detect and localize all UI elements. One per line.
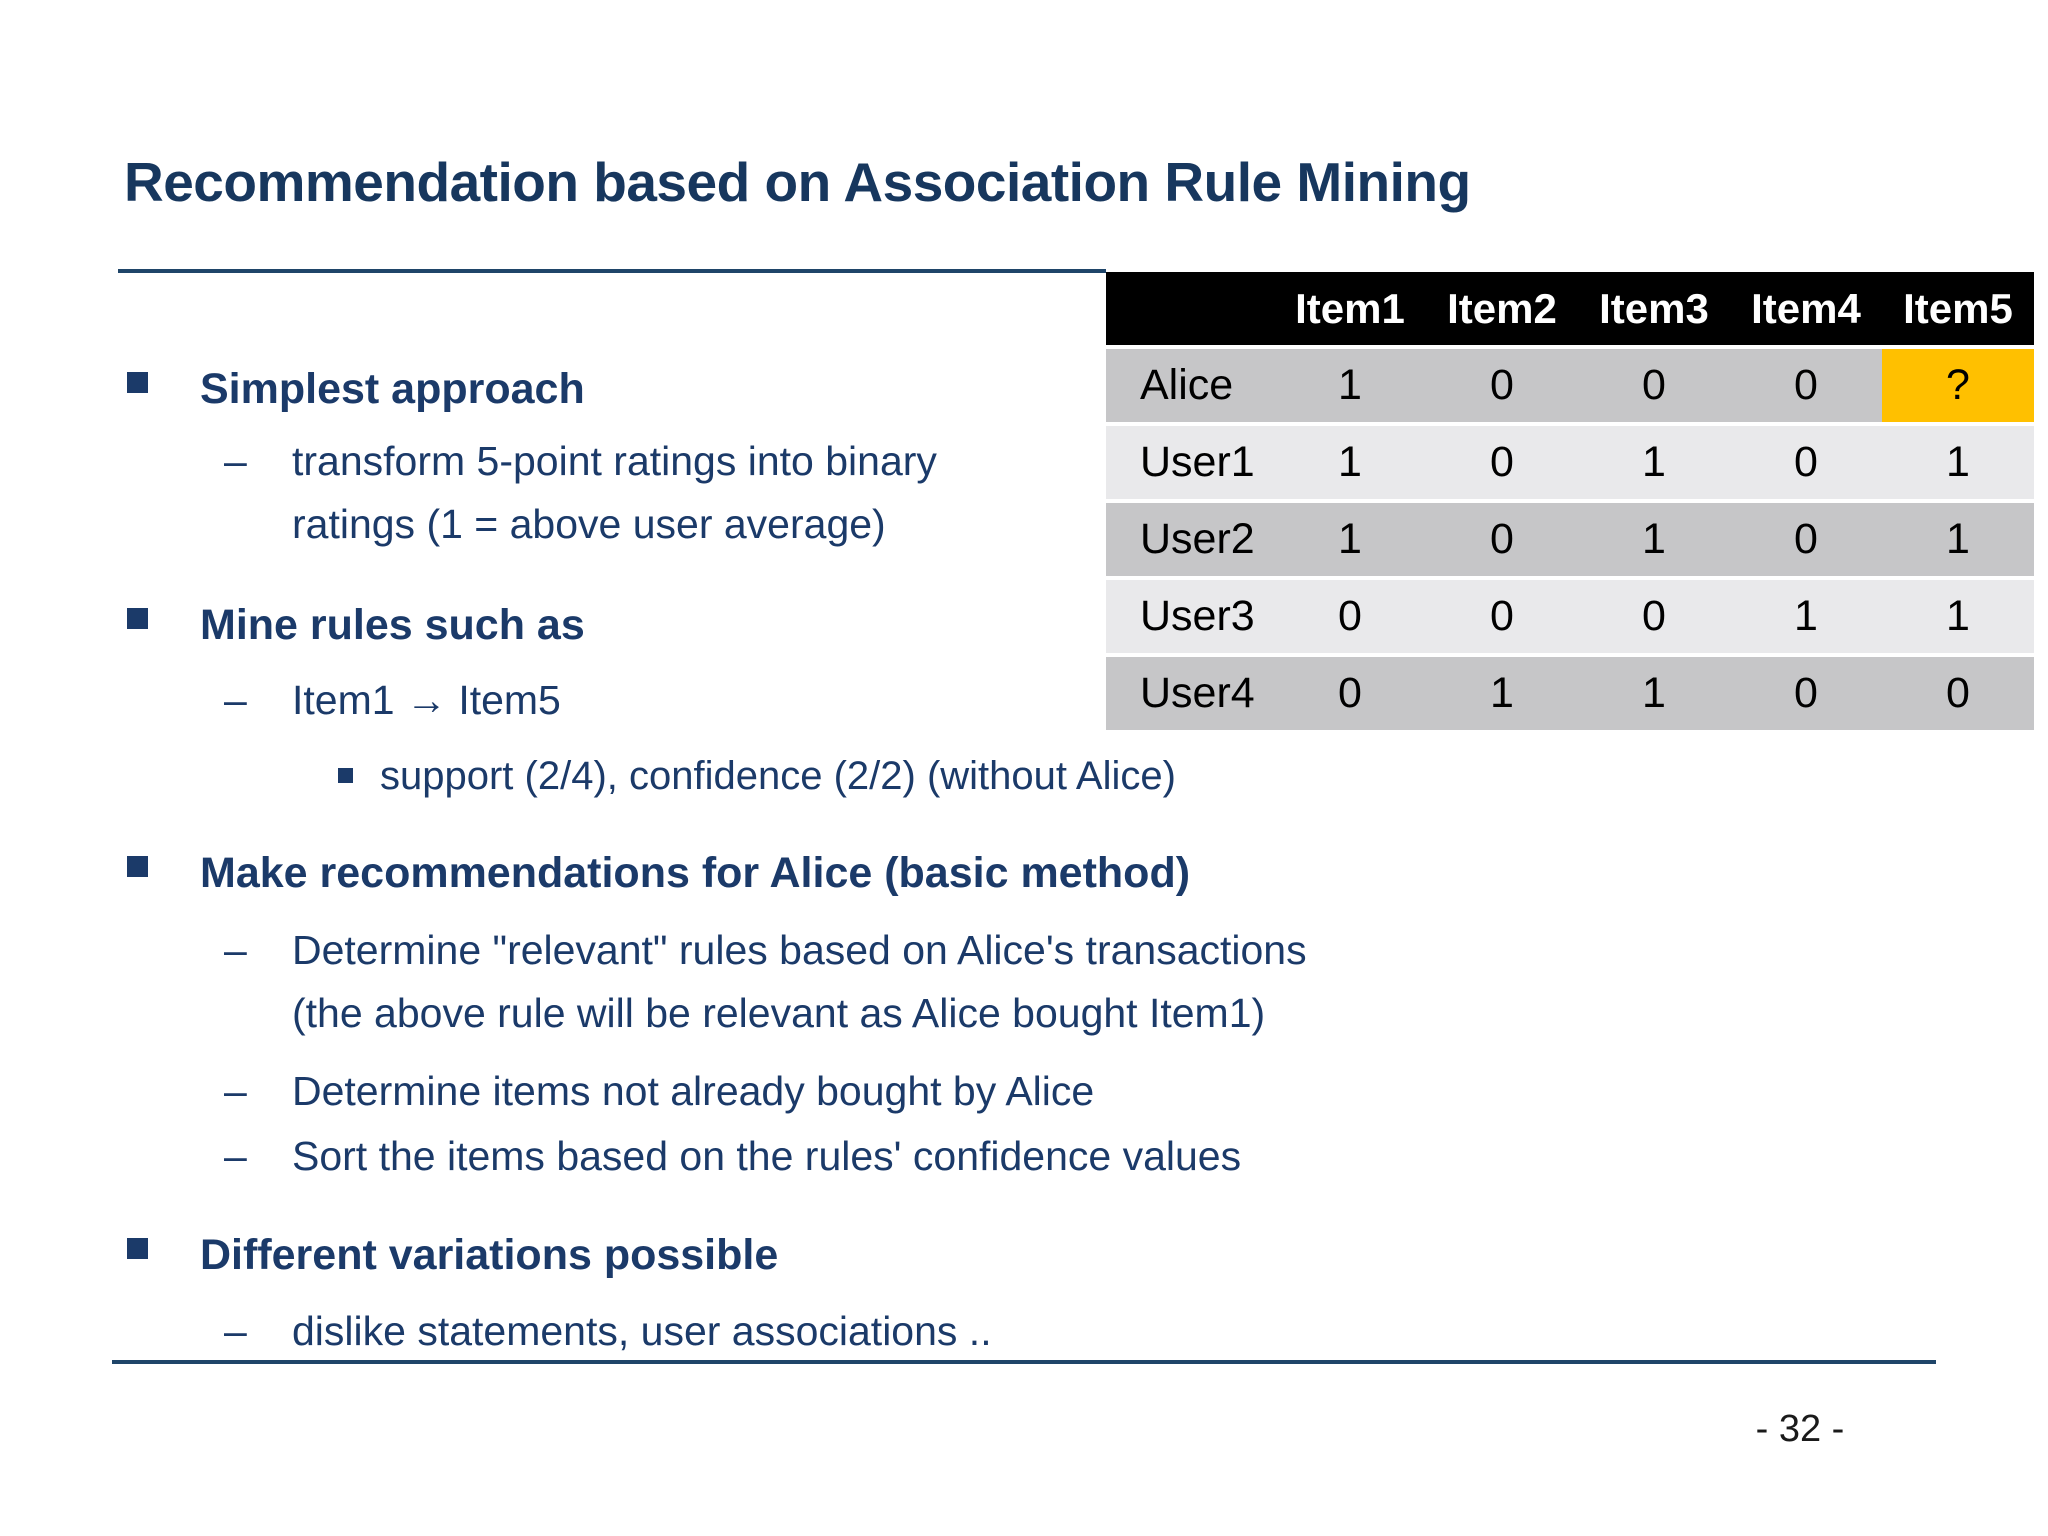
table-cell: 1 (1578, 499, 1730, 576)
table-corner-cell (1106, 272, 1274, 345)
table-cell: 0 (1274, 576, 1426, 653)
table-cell: 1 (1274, 345, 1426, 422)
slide-title: Recommendation based on Association Rule… (124, 151, 1471, 213)
bullet-text-line2: (the above rule will be relevant as Alic… (292, 990, 1266, 1036)
bullet-text: Simplest approach (200, 365, 585, 413)
table-cell: 0 (1578, 345, 1730, 422)
bullet-text: Make recommendations for Alice (basic me… (200, 849, 1191, 897)
bullet-text: support (2/4), confidence (2/2) (without… (380, 754, 1176, 798)
square-bullet-icon (127, 850, 200, 877)
table-cell: 1 (1426, 653, 1578, 730)
ratings-table-body: Alice 1 0 0 0? User1 1 0 1 0 1 User2 1 0 1 0 1 User3 0 0 0 1 1… (1106, 345, 2034, 730)
dash-bullet-icon: – (224, 1068, 247, 1114)
square-bullet-icon (127, 1232, 200, 1259)
bullet-text: Item1 → Item5 (292, 677, 561, 723)
square-bullet-icon (127, 602, 200, 629)
table-cell: 0 (1730, 345, 1882, 422)
table-row: User4 0 1 1 0 0 (1106, 653, 2034, 730)
ratings-table: Item1 Item2 Item3 Item4 Item5 Alice 1 0 0 0? User… (1106, 272, 2034, 730)
bullet-transform-ratings: – transform 5-point ratings into binary … (224, 430, 937, 556)
column-header: Item3 (1578, 272, 1730, 345)
table-cell: 0 (1730, 422, 1882, 499)
bullet-text: dislike statements, user associations .. (292, 1308, 992, 1354)
bullet-determine-relevant-rules: – Determine "relevant" rules based on Al… (224, 919, 1307, 1045)
bullet-simplest-approach: Simplest approach (127, 366, 585, 412)
bullet-text: Mine rules such as (200, 601, 585, 649)
table-cell: 1 (1274, 422, 1426, 499)
bullet-sort-items: – Sort the items based on the rules' con… (224, 1125, 1241, 1188)
table-row: Alice 1 0 0 0? (1106, 345, 2034, 422)
dash-bullet-icon: – (224, 1308, 247, 1354)
bullet-dislike-statements: – dislike statements, user associations … (224, 1300, 992, 1363)
dash-bullet-icon: – (224, 927, 247, 973)
alice-item5-missing-cell: ? (1882, 345, 2034, 422)
table-cell: 0 (1882, 653, 2034, 730)
bullet-text-line1: transform 5-point ratings into binary (292, 438, 937, 484)
bullet-item1-item5-rule: – Item1 → Item5 (224, 669, 561, 732)
bullet-text: Determine items not already bought by Al… (292, 1068, 1095, 1114)
table-cell: 1 (1882, 576, 2034, 653)
bullet-determine-items: – Determine items not already bought by … (224, 1060, 1094, 1123)
table-cell: 1 (1882, 422, 2034, 499)
page-number: - 32 - (1755, 1408, 1845, 1450)
column-header: Item1 (1274, 272, 1426, 345)
table-cell: 0 (1426, 422, 1578, 499)
user-label: User2 (1106, 499, 1274, 576)
dash-bullet-icon: – (224, 677, 247, 723)
table-cell: 1 (1730, 576, 1882, 653)
column-header: Item2 (1426, 272, 1578, 345)
title-divider-line (118, 269, 1106, 273)
table-cell: 0 (1426, 499, 1578, 576)
bullet-support-confidence: support (2/4), confidence (2/2) (without… (338, 754, 1176, 798)
table-cell: 1 (1578, 422, 1730, 499)
bullet-different-variations: Different variations possible (127, 1232, 778, 1278)
user-label: User1 (1106, 422, 1274, 499)
bullet-make-recommendations: Make recommendations for Alice (basic me… (127, 850, 1190, 896)
table-cell: 0 (1426, 345, 1578, 422)
user-label: User4 (1106, 653, 1274, 730)
bullet-text: Different variations possible (200, 1231, 779, 1279)
table-cell: 1 (1274, 499, 1426, 576)
table-header-row: Item1 Item2 Item3 Item4 Item5 (1106, 272, 2034, 345)
bullet-text: Sort the items based on the rules' confi… (292, 1133, 1242, 1179)
table-cell: 0 (1578, 576, 1730, 653)
square-bullet-icon (127, 366, 200, 393)
dash-bullet-icon: – (224, 438, 247, 484)
table-row: User2 1 0 1 0 1 (1106, 499, 2034, 576)
table-cell: 0 (1426, 576, 1578, 653)
column-header: Item5 (1882, 272, 2034, 345)
bullet-text-line2: ratings (1 = above user average) (292, 501, 886, 547)
table-row: User3 0 0 0 1 1 (1106, 576, 2034, 653)
small-square-bullet-icon (338, 754, 380, 783)
table-cell: 0 (1274, 653, 1426, 730)
bullet-mine-rules: Mine rules such as (127, 602, 585, 648)
column-header: Item4 (1730, 272, 1882, 345)
table-cell: 1 (1578, 653, 1730, 730)
table-row: User1 1 0 1 0 1 (1106, 422, 2034, 499)
footer-divider-line (112, 1360, 1936, 1364)
user-label: Alice (1106, 345, 1274, 422)
table-cell: 1 (1882, 499, 2034, 576)
bullet-text-line1: Determine "relevant" rules based on Alic… (292, 927, 1307, 973)
table-cell: 0 (1730, 653, 1882, 730)
user-label: User3 (1106, 576, 1274, 653)
dash-bullet-icon: – (224, 1133, 247, 1179)
table-cell: 0 (1730, 499, 1882, 576)
